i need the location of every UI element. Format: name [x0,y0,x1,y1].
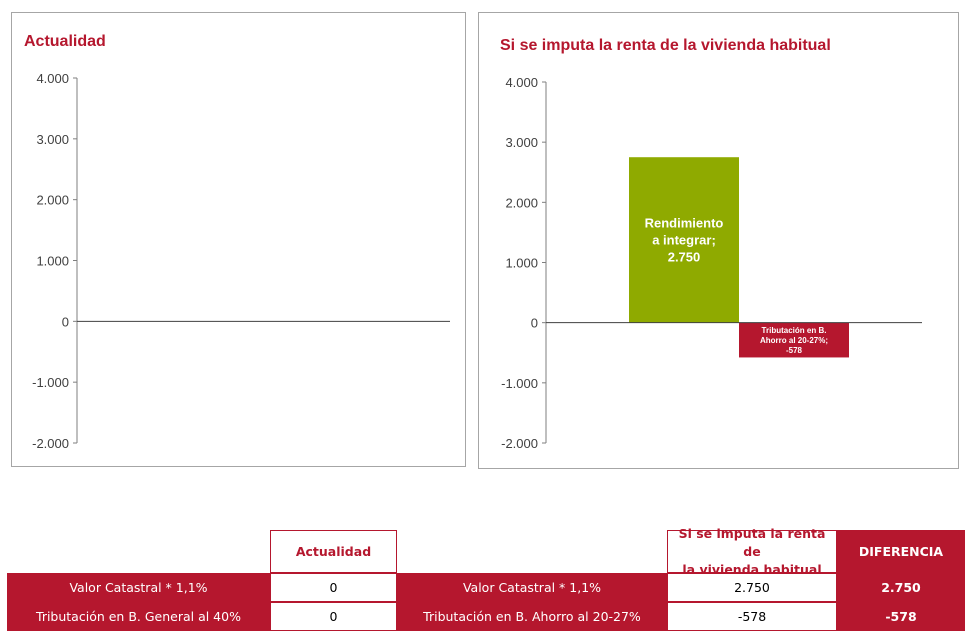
header-actualidad: Actualidad [270,530,397,573]
row-value-actualidad: 0 [270,602,397,631]
y-tick-label: 4.000 [36,71,69,86]
row-value-actualidad: 0 [270,573,397,602]
chart-title: Actualidad [24,33,106,50]
row-label-left: Tributación en B. General al 40% [7,602,270,631]
y-tick-label: 4.000 [505,75,538,90]
data-label: 2.750 [668,249,701,264]
y-tick-label: 0 [531,316,538,331]
row-value-diferencia: 2.750 [837,573,965,602]
chart-title: Si se imputa la renta de la vivienda hab… [500,37,831,54]
chart-panel-imputa: Si se imputa la renta de la vivienda hab… [478,12,959,469]
data-label: -578 [786,346,803,355]
y-tick-label: -2.000 [32,436,69,451]
row-value-imputa: 2.750 [667,573,837,602]
chart-panel-actualidad: Actualidad 4.000 3.000 2.000 1.000 0 -1.000 -2… [11,12,466,467]
row-label-right: Tributación en B. Ahorro al 20-27% [397,602,667,631]
y-tick-label: 1.000 [36,254,69,269]
bar [739,322,849,358]
y-tick-label: -2.000 [501,436,538,451]
data-label: Tributación en B. [762,326,827,335]
y-tick-label: 3.000 [36,132,69,147]
header-imputa: Si se imputa la renta de la vivienda hab… [667,526,837,577]
header-imputa-line1: Si se imputa la renta de [678,525,826,559]
data-label: Rendimiento [645,215,724,230]
header-diferencia: DIFERENCIA [837,530,965,573]
data-label: Ahorro al 20-27%; [760,336,828,345]
y-tick-label: 3.000 [505,135,538,150]
chart-imputa: 4.000 3.000 2.000 1.000 0 -1.000 -2.000 Rendimi… [501,75,922,451]
chart-actualidad: 4.000 3.000 2.000 1.000 0 -1.000 -2.000 [32,71,450,451]
y-tick-label: -1.000 [501,376,538,391]
bar [629,157,739,323]
y-tick-label: 2.000 [36,193,69,208]
y-tick-label: 0 [62,314,69,329]
row-label-left: Valor Catastral * 1,1% [7,573,270,602]
y-tick-label: -1.000 [32,375,69,390]
row-value-imputa: -578 [667,602,837,631]
data-label: a integrar; [652,232,716,247]
row-label-right: Valor Catastral * 1,1% [397,573,667,602]
y-tick-label: 2.000 [505,195,538,210]
row-value-diferencia: -578 [837,602,965,631]
header-imputa-line2: la vivienda habitual [682,561,822,577]
y-tick-label: 1.000 [505,256,538,271]
